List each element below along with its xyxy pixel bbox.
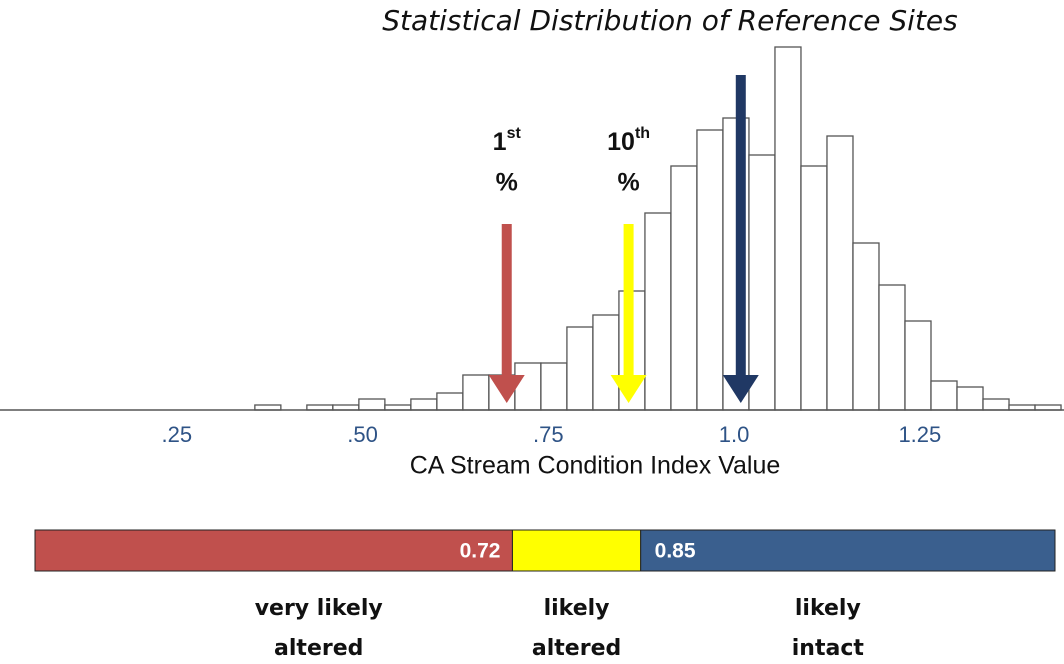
bar: [826, 135, 854, 411]
segment-label: altered: [274, 636, 363, 661]
segment-label: likely: [544, 596, 610, 621]
bar: [774, 46, 802, 411]
marker-label-number: 10: [607, 128, 635, 156]
segment-label: intact: [792, 636, 865, 661]
bar: [410, 398, 438, 411]
marker-arrow: [610, 224, 647, 403]
bar: [358, 398, 386, 411]
bar: [956, 386, 984, 411]
marker-label-suffix: th: [635, 125, 650, 142]
bar: [566, 326, 594, 411]
threshold-label: 0.85: [655, 540, 696, 563]
bar: [436, 392, 464, 411]
bar: [982, 398, 1010, 411]
bar: [852, 242, 880, 411]
marker-unit: %: [496, 169, 518, 197]
bar: [696, 129, 724, 411]
marker-label: 1st: [493, 125, 522, 155]
marker-label: 10th: [607, 125, 650, 155]
x-tick-label: .25: [162, 422, 193, 447]
x-tick-label: 1.0: [719, 422, 750, 447]
x-tick-label: .75: [533, 422, 564, 447]
bar: [514, 362, 542, 411]
bar: [462, 374, 490, 411]
bar: [670, 165, 698, 411]
marker-unit: %: [617, 169, 639, 197]
marker-label-suffix: st: [507, 125, 522, 142]
condition-segment: [34, 529, 513, 572]
segment-label: likely: [795, 596, 861, 621]
marker-arrow: [488, 224, 525, 403]
marker-arrow: [722, 75, 759, 403]
bar: [592, 314, 620, 411]
bar: [748, 154, 776, 411]
bar: [800, 165, 828, 411]
marker-label-number: 1: [493, 128, 507, 156]
bar: [904, 320, 932, 411]
threshold-label: 0.72: [460, 540, 501, 563]
x-tick-label: 1.25: [898, 422, 941, 447]
segment-label: altered: [532, 636, 621, 661]
bar: [930, 380, 958, 411]
chart-title: Statistical Distribution of Reference Si…: [382, 4, 958, 37]
condition-segment: [640, 529, 1056, 572]
bar: [540, 362, 568, 411]
segment-label: very likely: [255, 596, 383, 621]
x-axis-label: CA Stream Condition Index Value: [410, 452, 781, 480]
condition-segment: [511, 529, 642, 572]
x-tick-label: .50: [347, 422, 378, 447]
bar: [644, 212, 672, 411]
bar: [878, 284, 906, 411]
